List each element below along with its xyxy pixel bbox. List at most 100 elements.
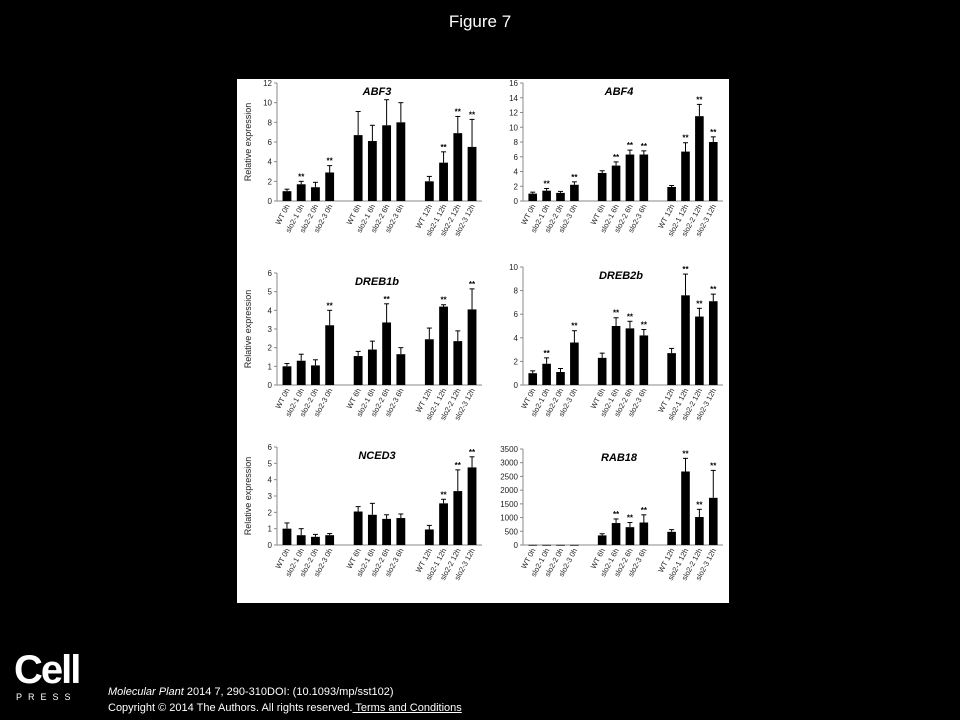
bar [396, 122, 406, 201]
bar [556, 192, 565, 201]
bar [367, 514, 377, 545]
significance-marker: ** [641, 506, 648, 515]
significance-marker: ** [543, 349, 550, 358]
significance-marker: ** [613, 153, 620, 162]
y-tick-label: 3 [268, 492, 273, 501]
y-tick-label: 14 [509, 94, 518, 103]
bar [639, 522, 649, 545]
bar [296, 184, 306, 201]
copyright: Copyright © 2014 The Authors. All rights… [108, 702, 462, 714]
y-tick-label: 3 [268, 325, 273, 334]
significance-marker: ** [455, 461, 462, 470]
bar [556, 544, 565, 546]
slide-title: Figure 7 [448, 12, 512, 31]
significance-marker: ** [440, 490, 447, 499]
y-tick-label: 6 [514, 153, 519, 162]
significance-marker: ** [627, 514, 634, 523]
y-axis-label: Relative expression [243, 290, 253, 369]
y-tick-label: 12 [263, 79, 272, 88]
citation: Molecular Plant 2014 7, 290-310DOI: (10.… [108, 686, 394, 698]
significance-marker: ** [298, 172, 305, 181]
bar [424, 181, 434, 201]
y-tick-label: 2000 [500, 486, 518, 495]
y-tick-label: 4 [514, 334, 519, 343]
significance-marker: ** [710, 461, 717, 470]
significance-marker: ** [469, 448, 476, 457]
logo-sub: PRESS [16, 692, 77, 702]
significance-marker: ** [440, 296, 447, 305]
y-tick-label: 6 [268, 443, 273, 452]
bar [439, 306, 448, 385]
y-tick-label: 0 [514, 381, 519, 390]
bar [325, 172, 335, 201]
y-tick-label: 4 [268, 158, 273, 167]
significance-marker: ** [696, 95, 703, 104]
y-tick-label: 5 [268, 288, 273, 297]
bar [296, 535, 306, 545]
bar [282, 191, 292, 201]
bar [667, 186, 676, 201]
significance-marker: ** [696, 299, 703, 308]
copyright-text: Copyright © 2014 The Authors. All rights… [108, 702, 353, 714]
cell-press-logo: Cell PRESS [14, 648, 81, 706]
bar [542, 363, 551, 385]
significance-marker: ** [543, 179, 550, 188]
bar [367, 141, 377, 201]
bar [639, 335, 649, 385]
significance-marker: ** [641, 321, 648, 330]
bar [528, 193, 538, 201]
y-tick-label: 4 [268, 476, 273, 485]
bar [611, 523, 621, 545]
y-tick-label: 500 [505, 527, 519, 536]
bar [424, 339, 434, 385]
bar [681, 471, 690, 545]
bar [382, 322, 392, 385]
bar [625, 328, 635, 385]
bar [570, 184, 579, 201]
bar [570, 544, 579, 546]
chart-title: ABF3 [362, 86, 392, 98]
y-tick-label: 2 [268, 177, 273, 186]
chart-title: DREB1b [355, 276, 399, 288]
bar [695, 517, 704, 545]
y-tick-label: 1000 [500, 514, 518, 523]
significance-marker: ** [627, 141, 634, 150]
bar [708, 142, 718, 201]
bar [353, 511, 363, 545]
bar [311, 365, 320, 385]
chart-title: NCED3 [358, 450, 395, 462]
bar [708, 301, 718, 385]
bar [282, 528, 292, 545]
y-tick-label: 0 [514, 197, 519, 206]
bar [453, 133, 463, 201]
bar [528, 373, 538, 385]
bar [439, 503, 448, 545]
y-tick-label: 12 [509, 109, 518, 118]
bar [625, 527, 635, 545]
y-tick-label: 2 [268, 508, 273, 517]
significance-marker: ** [710, 285, 717, 294]
terms-and-conditions-link[interactable]: Terms and Conditions [352, 702, 462, 714]
bar [396, 518, 406, 545]
chart-title: DREB2b [599, 270, 643, 282]
significance-marker: ** [469, 280, 476, 289]
bar [611, 165, 621, 201]
bar [296, 360, 306, 385]
bar [667, 353, 676, 385]
bar [367, 349, 377, 385]
bar [424, 529, 434, 545]
y-tick-label: 1 [268, 362, 273, 371]
significance-marker: ** [696, 500, 703, 509]
significance-marker: ** [440, 143, 447, 152]
bar [311, 187, 320, 201]
y-tick-label: 2 [268, 344, 273, 353]
bar [467, 146, 477, 201]
y-tick-label: 0 [268, 197, 273, 206]
y-tick-label: 4 [514, 168, 519, 177]
bar [325, 325, 335, 385]
y-tick-label: 6 [514, 310, 519, 319]
bar [597, 172, 607, 201]
y-tick-label: 1500 [500, 500, 518, 509]
y-tick-label: 1 [268, 525, 273, 534]
